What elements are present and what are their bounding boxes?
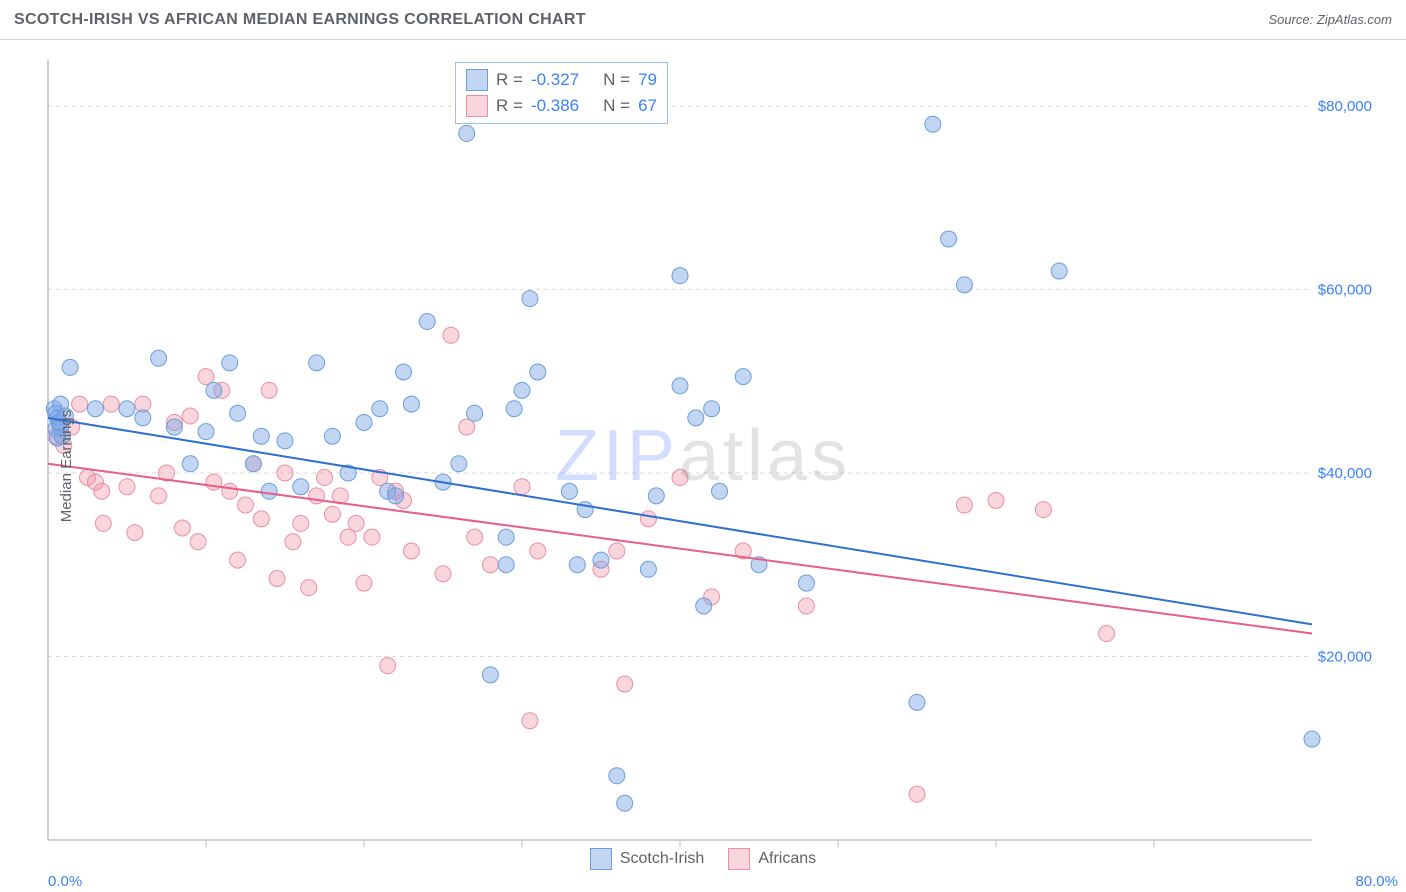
- y-axis-label: Median Earnings: [58, 410, 75, 523]
- series1-swatch: [590, 848, 612, 870]
- svg-text:$40,000: $40,000: [1318, 465, 1372, 482]
- source-attribution: Source: ZipAtlas.com: [1268, 12, 1392, 27]
- legend-item-series2: Africans: [728, 848, 816, 870]
- scatter-chart: $20,000 $40,000 $60,000 $80,000: [0, 40, 1406, 892]
- legend-item-series1: Scotch-Irish: [590, 848, 704, 870]
- svg-text:$80,000: $80,000: [1318, 98, 1372, 115]
- series1-swatch: [466, 69, 488, 91]
- stats-legend-row-1: R = -0.327 N = 79: [466, 67, 657, 93]
- series2-swatch: [728, 848, 750, 870]
- stats-legend-row-2: R = -0.386 N = 67: [466, 93, 657, 119]
- x-axis-max-label: 80.0%: [1355, 873, 1398, 890]
- chart-title: SCOTCH-IRISH VS AFRICAN MEDIAN EARNINGS …: [14, 11, 586, 29]
- series-legend: Scotch-Irish Africans: [0, 848, 1406, 870]
- svg-text:$60,000: $60,000: [1318, 281, 1372, 298]
- svg-text:$20,000: $20,000: [1318, 648, 1372, 665]
- series2-swatch: [466, 95, 488, 117]
- chart-area: $20,000$40,000$60,000$80,000 ZIPatlas R …: [0, 40, 1406, 892]
- stats-legend: R = -0.327 N = 79 R = -0.386 N = 67: [455, 62, 668, 124]
- x-axis-min-label: 0.0%: [48, 873, 82, 890]
